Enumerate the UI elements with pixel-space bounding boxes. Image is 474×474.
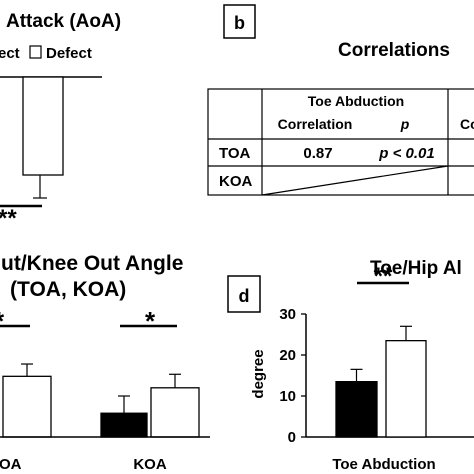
panel-d-category-label: Toe Abduction [332,456,435,473]
panel-c-significance-label-right: * [145,306,156,336]
panel-c-bars [2,363,200,438]
table-col-cut-header: Co [460,116,474,132]
panel-a-bar-defect [22,76,64,176]
panel-b: b Correlations Toe Abduction Correlation… [207,4,474,196]
correlation-table [207,88,474,196]
panel-a-title: Attack (AoA) [6,11,121,32]
panel-a-significance-label: ** [0,205,17,232]
panel-c-bar-open-0 [2,375,52,438]
panel-c-title-line1: ut/Knee Out Angle [1,252,183,275]
panel-c-title-line2: (TOA, KOA) [10,278,126,301]
panel-d-significance-label: ** [374,263,393,290]
panel-d-y-tick-label: 10 [279,388,296,405]
table-row-label-toa: TOA [219,145,251,162]
panel-d-bar-filled [335,380,378,438]
panel-d-y-tick-label: 20 [279,347,296,364]
panel-d-y-tick-label: 30 [279,306,296,323]
panel-b-label-box [223,4,256,39]
panel-d-bar-open [385,339,427,438]
table-cell-correlation-toa: 0.87 [303,145,332,162]
panel-d-bars [335,325,427,438]
table-empty-cell-diagonal [261,165,449,196]
table-col-p: p [400,116,410,132]
panel-b-label: b [234,13,245,33]
table-group-header: Toe Abduction [308,93,404,109]
panel-c-category-oa: OA [0,456,22,473]
panel-d-y-ticks: 0 10 20 30 [279,306,306,446]
table-col-correlation: Correlation [278,116,353,132]
panel-c-significance-label-left: * [0,306,5,336]
panel-d-ylabel: degree [250,349,267,398]
panel-a-legend-filled-label: ect [0,45,20,62]
panel-b-title: Correlations [338,40,450,61]
panel-d-label-box [227,275,261,313]
panel-a-legend-open-swatch [29,45,42,59]
panel-c: ut/Knee Out Angle (TOA, KOA) * * OA KOA [0,252,210,473]
panel-a: Attack (AoA) ect Defect ** [0,11,121,232]
panel-d-y-tick-label: 0 [288,429,296,446]
table-row-label-koa: KOA [219,173,253,190]
panel-c-bar-filled-1 [100,412,148,438]
table-cell-p-toa: p < 0.01 [378,145,434,162]
panel-d-title: Toe/Hip Al [370,258,462,279]
panel-a-legend-open-label: Defect [46,45,92,62]
panel-c-bar-open-1 [150,387,200,438]
panel-c-category-koa: KOA [133,456,167,473]
panel-d-label: d [239,286,250,306]
panel-d: d Toe/Hip Al degree 0 10 20 30 ** Toe Abduc… [227,258,474,473]
